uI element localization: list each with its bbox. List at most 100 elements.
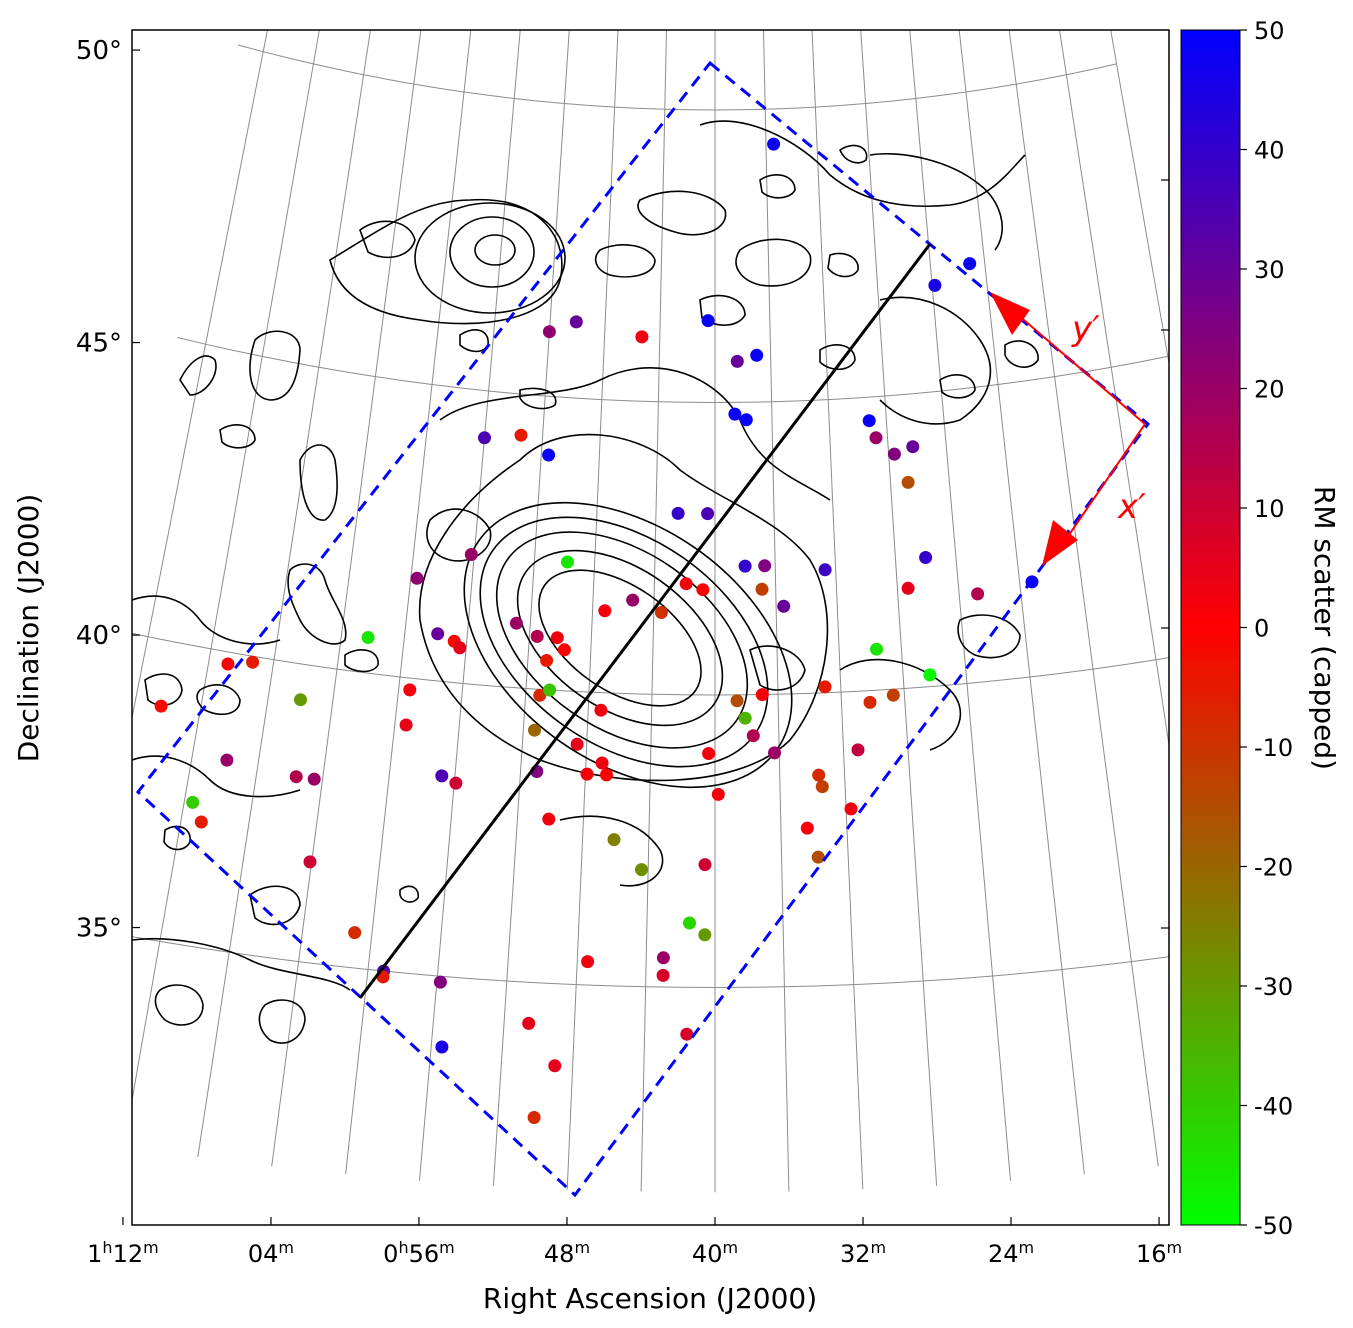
rm-source-point <box>533 688 547 702</box>
rm-source-point <box>221 657 235 671</box>
rm-source-point <box>186 795 200 809</box>
rm-source-point <box>928 278 942 292</box>
rm-source-point <box>220 753 234 767</box>
dec-grid-line <box>132 632 1169 696</box>
rm-source-point <box>433 975 447 989</box>
ra-grid-line <box>419 30 521 1181</box>
rm-source-point <box>811 850 825 864</box>
rm-source-point <box>906 440 920 454</box>
rm-source-point <box>431 627 445 641</box>
rm-source-point <box>701 314 715 328</box>
rm-source-point <box>594 703 608 717</box>
rm-source-point <box>399 718 413 732</box>
rm-source-point <box>901 581 915 595</box>
rm-source-point <box>550 631 564 645</box>
ra-grid-line <box>909 30 1011 1181</box>
rm-source-point <box>711 787 725 801</box>
rm-source-point <box>542 812 556 826</box>
colorbar-label: RM scatter (capped) <box>1308 486 1341 770</box>
rm-source-point <box>598 604 612 618</box>
rm-source-point <box>818 680 832 694</box>
rm-source-point <box>738 711 752 725</box>
rm-source-point <box>887 447 901 461</box>
rm-source-point <box>522 1016 536 1030</box>
dec-grid-line <box>132 936 1169 989</box>
rm-source-point <box>671 506 685 520</box>
rm-source-point <box>901 475 915 489</box>
rm-source-point <box>730 694 744 708</box>
rm-source-point <box>600 768 613 782</box>
rm-source-point <box>635 863 648 877</box>
x-tick-label: 16m <box>1136 1238 1182 1268</box>
rm-source-point <box>410 571 424 585</box>
rm-source-point <box>542 325 556 339</box>
ra-grid-line <box>492 30 570 1186</box>
rm-source-point <box>696 583 710 597</box>
y-tick-label: 45° <box>76 329 122 359</box>
ra-grid-line <box>345 30 472 1175</box>
rm-source-point <box>453 641 467 655</box>
rm-source-point <box>863 695 877 709</box>
rm-source-point <box>768 746 781 760</box>
rm-source-point <box>530 629 544 643</box>
rm-source-point <box>656 968 670 982</box>
region-box <box>135 60 1151 1198</box>
colorbar-tick-label: -30 <box>1254 973 1293 1001</box>
ra-grid-line <box>762 30 790 1192</box>
rm-source-point <box>561 555 574 569</box>
colorbar-tick-label: -10 <box>1254 734 1293 762</box>
rm-source-point <box>730 354 744 368</box>
colorbar-tick-label: 30 <box>1254 256 1285 284</box>
rotated-axes-indicator: y′ x′ <box>990 292 1146 566</box>
colorbar: 50 40 30 20 10 0 -10 -20 -30 -40 -50 RM scatter (c… <box>1180 17 1341 1240</box>
rm-source-point <box>870 642 883 656</box>
colorbar-tick-label: -40 <box>1254 1093 1293 1121</box>
rm-source-point <box>403 683 417 697</box>
rm-source-point <box>818 563 832 577</box>
rm-source-point <box>815 780 829 794</box>
rm-source-point <box>626 593 640 607</box>
colorbar-tick-label: -50 <box>1254 1212 1293 1240</box>
rm-source-point <box>581 955 595 969</box>
colorbar-tick-label: 40 <box>1254 137 1285 165</box>
rm-source-point <box>570 737 584 751</box>
rm-source-point <box>862 414 876 428</box>
ra-grid-line <box>197 30 371 1158</box>
rm-source-point <box>767 137 781 151</box>
rm-source-point <box>540 654 554 667</box>
dec-grid-line <box>177 337 1168 404</box>
rm-source-point <box>869 431 883 445</box>
rm-source-point <box>635 330 649 344</box>
rm-source-point <box>851 743 865 757</box>
rm-source-point <box>702 747 716 760</box>
rm-source-point <box>777 599 791 613</box>
rm-source-point <box>348 926 362 940</box>
rm-source-point <box>683 916 696 930</box>
ra-grid-line <box>1008 30 1159 1167</box>
rm-source-point <box>435 769 449 783</box>
intensity-contours <box>132 120 1039 1044</box>
dec-grid-line <box>237 44 1117 111</box>
y-prime-label: y′ <box>1071 309 1100 349</box>
rm-source-point <box>919 551 933 564</box>
rm-source-point <box>750 348 764 362</box>
ra-grid-line <box>958 30 1085 1175</box>
rm-source-point <box>303 855 317 869</box>
colorbar-tick-label: 0 <box>1254 615 1269 643</box>
y-axis-ticks: 50° 45° 40° 35° <box>76 36 1169 944</box>
ra-grid-line <box>566 30 619 1190</box>
colorbar-tick-label: 50 <box>1254 17 1285 45</box>
colorbar-tick-label: 20 <box>1254 376 1285 404</box>
x-tick-label: 0h56m <box>383 1238 455 1268</box>
rm-sources <box>154 137 1039 1124</box>
y-axis-label: Declination (J2000) <box>12 494 45 763</box>
ra-grid-line <box>132 30 320 1104</box>
rm-source-point <box>557 643 571 657</box>
rm-source-point <box>656 951 670 965</box>
rm-source-point <box>543 683 557 697</box>
rm-source-point <box>755 582 769 596</box>
rm-source-point <box>569 315 583 329</box>
rm-source-point <box>654 606 668 619</box>
rm-source-point <box>361 631 375 644</box>
rm-source-point <box>607 833 621 847</box>
